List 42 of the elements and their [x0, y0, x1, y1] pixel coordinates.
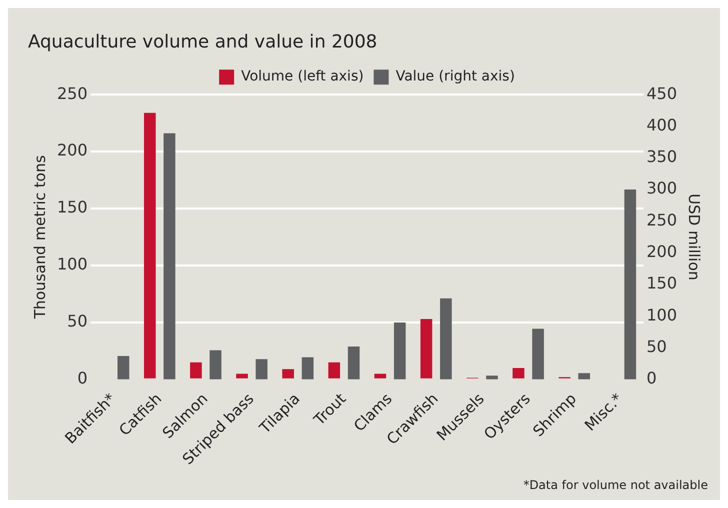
y2-tick-label: 150: [646, 274, 678, 293]
bar: [532, 328, 544, 380]
bar: [236, 374, 248, 378]
bar: [302, 357, 314, 380]
bar: [440, 298, 452, 380]
bar: [374, 374, 386, 378]
y2-tick-label: 200: [646, 242, 678, 261]
bar: [624, 190, 636, 380]
bar: [328, 362, 340, 378]
y-tick-label: 250: [56, 84, 88, 103]
bar: [420, 319, 432, 378]
y-axis-title: Thousand metric tons: [30, 155, 49, 320]
bar: [512, 368, 524, 378]
y2-tick-label: 450: [646, 84, 678, 103]
y2-axis-title: USD million: [685, 194, 704, 280]
text: *Data for volume not available: [523, 478, 708, 492]
bar: [394, 322, 406, 380]
y-tick-label: 100: [56, 254, 88, 274]
bar: [144, 112, 156, 378]
legend-label: Value (right axis): [396, 68, 515, 85]
y-tick-label: 200: [56, 140, 88, 160]
bar: [117, 356, 130, 380]
y2-tick-label: 0: [646, 368, 657, 388]
legend-label: Volume (left axis): [241, 68, 364, 85]
y2-tick-label: 250: [646, 210, 678, 230]
bar: [256, 359, 268, 380]
y2-tick-label: 350: [646, 147, 678, 166]
y-tick-label: 150: [56, 198, 88, 217]
bar: [486, 376, 498, 380]
y2-tick-label: 100: [646, 305, 678, 324]
bar: [190, 362, 202, 378]
chart-title: Aquaculture volume and value in 2008: [28, 31, 378, 52]
y2-tick-label: 300: [646, 178, 678, 198]
bar: [578, 373, 590, 380]
bar: [348, 346, 360, 380]
bar: [210, 350, 222, 380]
bar: [282, 369, 294, 378]
y2-tick-label: 50: [646, 336, 667, 356]
bar: [164, 133, 176, 380]
y-tick-label: 50: [67, 312, 88, 331]
y2-tick-label: 400: [646, 115, 678, 134]
y-tick-label: 0: [77, 368, 88, 388]
